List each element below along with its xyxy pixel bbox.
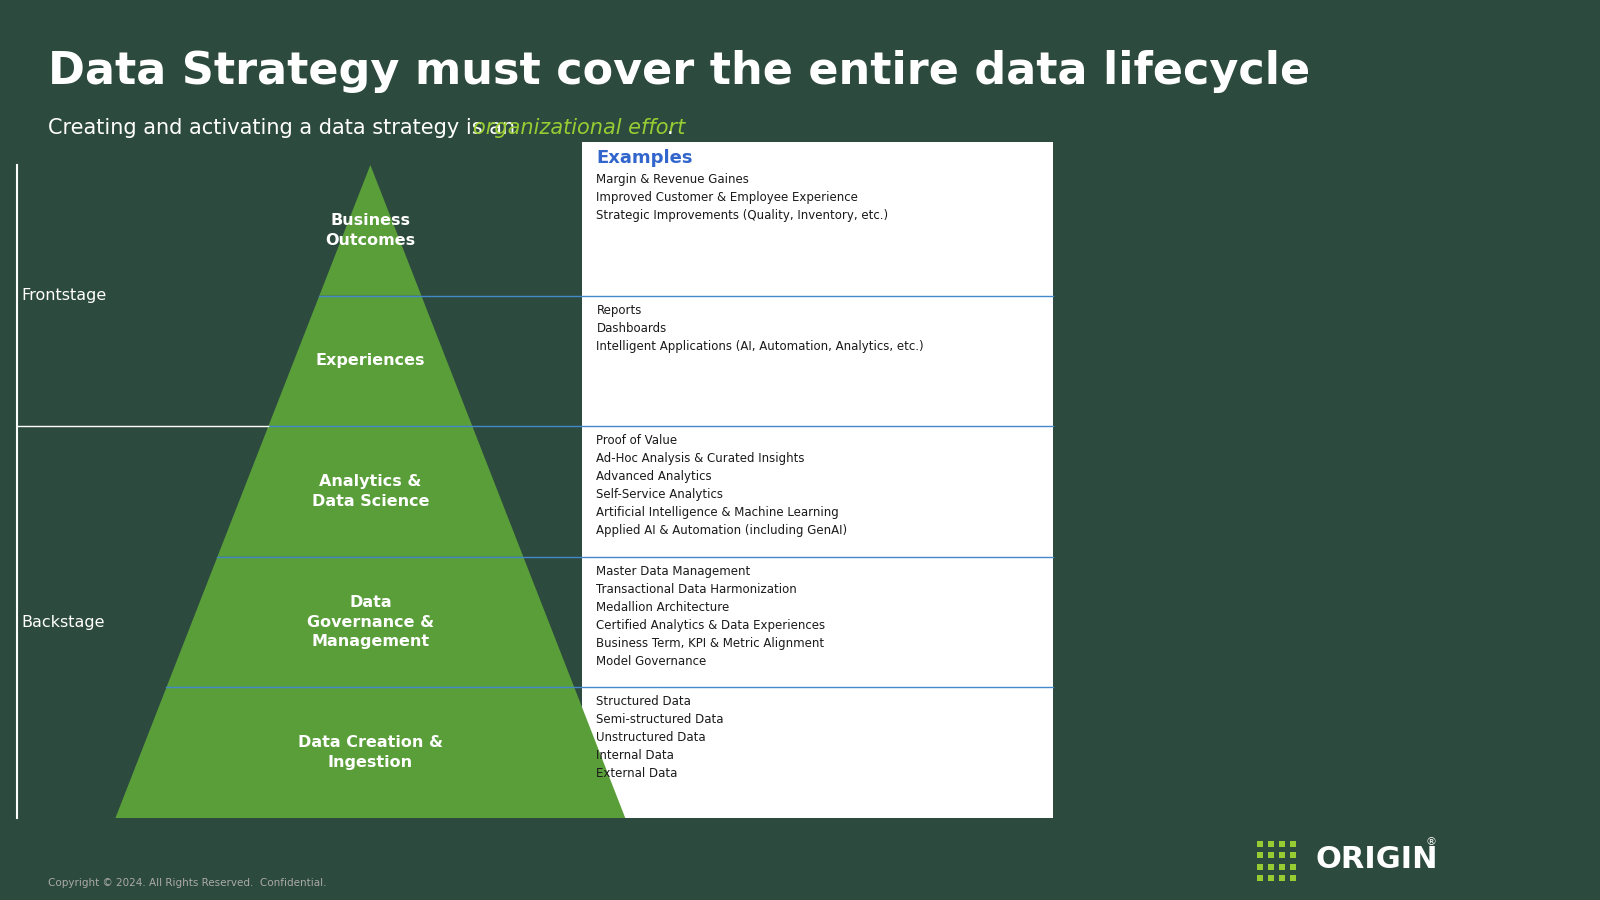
Text: Data Creation &
Ingestion: Data Creation & Ingestion	[298, 735, 443, 770]
Text: Backstage: Backstage	[21, 615, 104, 630]
Polygon shape	[218, 427, 523, 557]
Text: Structured Data
Semi-structured Data
Unstructured Data
Internal Data
External Da: Structured Data Semi-structured Data Uns…	[597, 696, 723, 780]
Text: ®: ®	[1426, 837, 1437, 847]
Text: ORIGIN: ORIGIN	[1315, 844, 1438, 874]
Text: Copyright © 2024. All Rights Reserved.  Confidential.: Copyright © 2024. All Rights Reserved. C…	[48, 878, 326, 888]
Polygon shape	[115, 688, 626, 818]
Text: Analytics &
Data Science: Analytics & Data Science	[312, 474, 429, 508]
Text: Data
Governance &
Management: Data Governance & Management	[307, 595, 434, 650]
Text: Examples: Examples	[597, 149, 693, 167]
Text: organizational effort: organizational effort	[474, 118, 685, 138]
Text: Data Strategy must cover the entire data lifecycle: Data Strategy must cover the entire data…	[48, 50, 1310, 93]
Polygon shape	[320, 165, 421, 295]
Text: .: .	[667, 118, 674, 138]
Text: Margin & Revenue Gaines
Improved Customer & Employee Experience
Strategic Improv: Margin & Revenue Gaines Improved Custome…	[597, 173, 888, 222]
Text: Reports
Dashboards
Intelligent Applications (AI, Automation, Analytics, etc.): Reports Dashboards Intelligent Applicati…	[597, 303, 925, 353]
Text: Experiences: Experiences	[315, 354, 426, 368]
Text: Creating and activating a data strategy is an: Creating and activating a data strategy …	[48, 118, 522, 138]
Text: Master Data Management
Transactional Data Harmonization
Medallion Architecture
C: Master Data Management Transactional Dat…	[597, 565, 826, 668]
Text: Frontstage: Frontstage	[21, 288, 107, 303]
FancyBboxPatch shape	[582, 142, 1053, 818]
Text: Proof of Value
Ad-Hoc Analysis & Curated Insights
Advanced Analytics
Self-Servic: Proof of Value Ad-Hoc Analysis & Curated…	[597, 434, 848, 537]
Polygon shape	[269, 295, 472, 427]
Text: Business
Outcomes: Business Outcomes	[325, 213, 416, 248]
Polygon shape	[166, 557, 574, 688]
